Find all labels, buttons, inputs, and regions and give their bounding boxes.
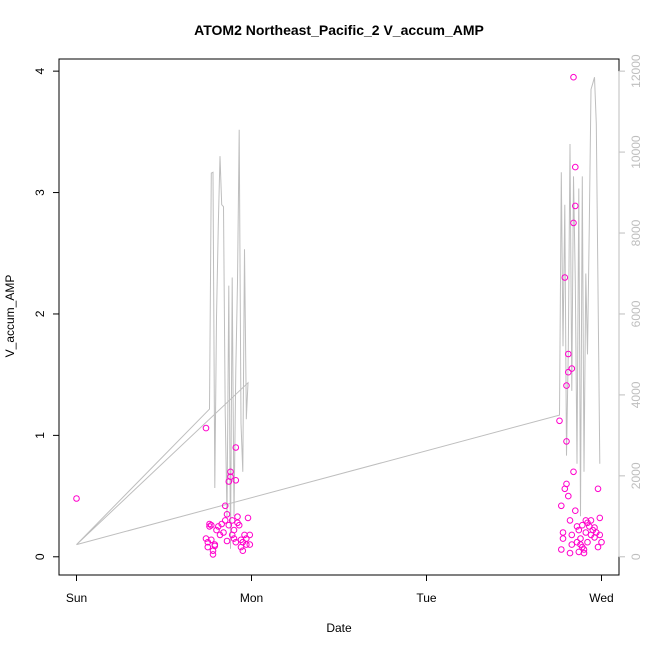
right-y-tick-label: 2000	[629, 462, 643, 489]
data-point	[563, 438, 570, 445]
data-point	[244, 514, 252, 522]
data-point	[246, 531, 254, 539]
y-tick-label: 3	[33, 189, 47, 196]
data-point	[211, 542, 219, 550]
x-axis-label: Date	[326, 621, 352, 635]
series-line	[76, 77, 601, 549]
data-point	[232, 477, 240, 484]
data-point	[234, 513, 241, 521]
right-y-tick-label: 4000	[629, 381, 643, 408]
data-point	[565, 368, 572, 376]
data-point	[228, 517, 236, 524]
data-point	[232, 538, 240, 546]
data-point	[239, 547, 247, 555]
data-point	[221, 502, 229, 510]
data-point	[559, 535, 567, 542]
data-point	[570, 468, 577, 476]
data-point	[221, 517, 229, 524]
y-axis-label: V_accum_AMP	[3, 275, 17, 358]
x-tick-label: Sun	[66, 591, 87, 605]
right-y-axis: 0 2000 4000 6000 8000 10000 12000	[618, 54, 643, 560]
y-tick-label: 1	[33, 432, 47, 439]
data-point	[209, 551, 217, 558]
data-point	[558, 502, 565, 510]
data-point	[587, 517, 595, 524]
data-point	[584, 538, 591, 546]
data-point	[561, 274, 569, 281]
data-point	[206, 523, 213, 530]
data-point	[208, 521, 215, 529]
data-point	[230, 526, 238, 534]
data-point	[563, 382, 570, 389]
data-point	[566, 549, 574, 557]
x-tick-label: Mon	[240, 591, 263, 605]
x-axis: Sun Mon Tue Wed	[66, 574, 614, 605]
data-point	[243, 535, 250, 542]
data-point	[577, 535, 584, 542]
data-point	[572, 507, 579, 515]
data-point	[580, 546, 588, 553]
data-point	[235, 521, 243, 529]
y-axis: 0 1 2 3 4	[33, 67, 60, 560]
data-point	[582, 529, 590, 536]
data-point	[579, 521, 586, 529]
data-point	[220, 529, 227, 536]
data-point	[206, 520, 213, 528]
data-point	[246, 541, 254, 548]
data-point	[580, 549, 588, 557]
right-y-tick-label: 0	[629, 553, 643, 560]
right-axis-series	[76, 77, 601, 549]
data-point	[218, 520, 225, 528]
right-y-tick-label: 8000	[629, 219, 643, 246]
data-point	[565, 492, 572, 500]
data-point	[556, 417, 563, 425]
data-point	[558, 546, 565, 553]
data-point	[566, 517, 574, 524]
left-axis-points	[73, 73, 605, 558]
data-point	[570, 219, 577, 227]
data-point	[232, 444, 240, 451]
data-point	[227, 468, 234, 476]
data-point	[73, 495, 80, 502]
right-y-tick-label: 10000	[629, 135, 643, 169]
data-point	[598, 538, 605, 546]
x-tick-label: Tue	[416, 591, 437, 605]
data-point	[223, 511, 231, 518]
y-tick-label: 2	[33, 310, 47, 317]
data-point	[570, 73, 577, 81]
data-point	[202, 424, 210, 432]
data-point	[596, 531, 604, 539]
data-point	[213, 526, 220, 534]
data-point	[565, 350, 572, 358]
data-point	[563, 480, 570, 488]
data-point	[596, 514, 604, 522]
data-point	[568, 541, 576, 548]
data-point	[225, 521, 233, 529]
data-point	[208, 536, 215, 544]
data-point	[223, 537, 231, 545]
x-tick-label: Wed	[589, 591, 613, 605]
right-y-tick-label: 6000	[629, 300, 643, 327]
data-point	[594, 543, 602, 551]
data-point	[572, 202, 579, 210]
chart-title: ATOM2 Northeast_Pacific_2 V_accum_AMP	[194, 22, 484, 38]
data-point	[204, 543, 212, 551]
data-point	[568, 531, 576, 539]
data-point	[227, 473, 234, 481]
right-y-tick-label: 12000	[629, 54, 643, 88]
y-tick-label: 0	[33, 553, 47, 560]
data-point	[575, 526, 583, 534]
data-point	[230, 535, 238, 542]
data-point	[568, 365, 576, 372]
data-point	[594, 485, 602, 493]
y-tick-label: 4	[33, 67, 47, 74]
data-point	[559, 529, 567, 536]
plot-frame	[58, 58, 620, 576]
data-point	[572, 163, 579, 171]
